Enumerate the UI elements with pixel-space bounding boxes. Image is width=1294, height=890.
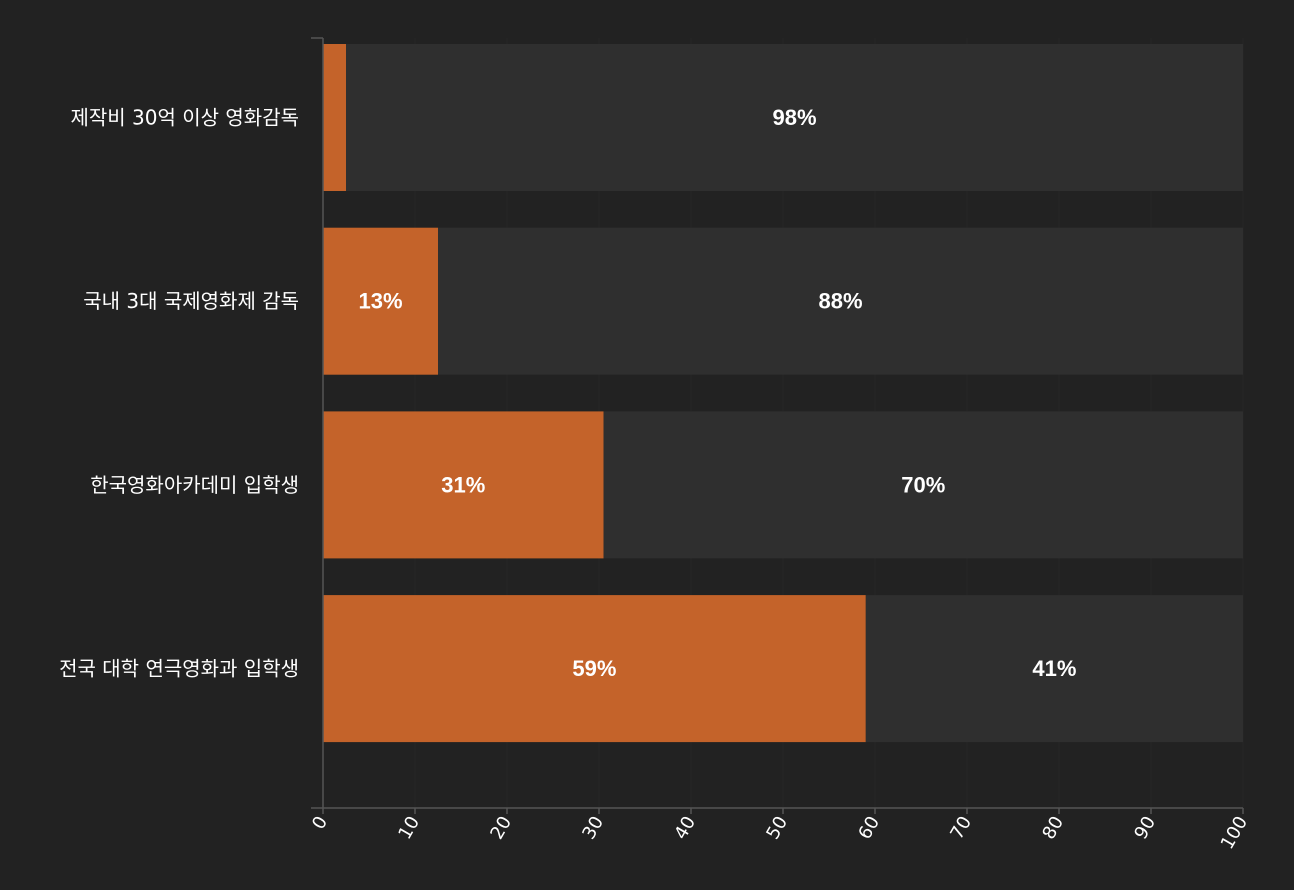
bar-value-label: 41% xyxy=(1032,656,1076,681)
bar-value-label: 31% xyxy=(441,472,485,497)
bars-layer xyxy=(323,44,1243,743)
bar-segment xyxy=(323,595,866,743)
bar-value-label: 59% xyxy=(572,656,616,681)
category-label: 제작비 30억 이상 영화감독 xyxy=(70,106,299,130)
x-tick-label: 30 xyxy=(578,813,608,843)
x-tick-label: 70 xyxy=(946,813,976,843)
x-tick-label: 40 xyxy=(670,813,700,843)
bar-segment xyxy=(346,44,1243,191)
bar-segment xyxy=(865,595,1243,743)
x-tick-label: 50 xyxy=(762,813,792,843)
category-label: 전국 대학 연극영화과 입학생 xyxy=(59,657,299,681)
bar-value-label: 88% xyxy=(818,289,862,314)
x-tick-label: 0 xyxy=(308,813,332,833)
bar-segment xyxy=(323,227,438,375)
x-tick-label: 80 xyxy=(1038,813,1068,843)
bar-value-label: 13% xyxy=(358,289,402,314)
x-tick-label: 60 xyxy=(854,813,884,843)
bar-segment xyxy=(323,44,346,191)
x-tick-label: 10 xyxy=(394,813,424,843)
bar-segment xyxy=(603,411,1243,559)
x-tick-label: 90 xyxy=(1130,813,1160,843)
category-label: 국내 3대 국제영화제 감독 xyxy=(83,289,299,313)
x-tick-label: 20 xyxy=(486,813,516,843)
bar-segment xyxy=(323,411,604,559)
bar-value-label: 70% xyxy=(901,472,945,497)
category-label: 한국영화아카데미 입학생 xyxy=(90,473,299,497)
bar-value-label: 98% xyxy=(772,105,816,130)
bar-segment xyxy=(438,227,1243,375)
x-tick-label: 100 xyxy=(1217,813,1252,853)
labels-layer: 제작비 30억 이상 영화감독 98% 국내 3대 국제영화제 감독 13% 88% 한국… xyxy=(59,105,1076,681)
